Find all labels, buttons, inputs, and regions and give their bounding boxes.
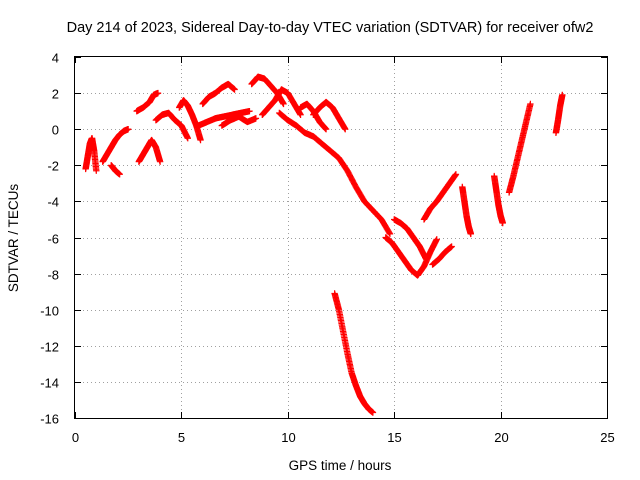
x-tick-label: 25 [600, 430, 614, 445]
series-arc-5h [176, 97, 204, 144]
data-point [467, 230, 475, 238]
data-point [154, 89, 162, 97]
x-tick-label: 10 [281, 430, 295, 445]
x-axis-label: GPS time / hours [289, 458, 392, 473]
series-arc-early-1 [82, 135, 100, 174]
data-point [386, 230, 394, 238]
data-point [156, 158, 164, 165]
y-tick-label: -6 [47, 232, 59, 247]
series-arc-23h [552, 91, 566, 137]
data-point [342, 126, 349, 133]
series-arc-17h [420, 171, 460, 223]
y-tick-label: 4 [52, 51, 59, 66]
data-point [297, 111, 304, 118]
data-point [433, 236, 440, 243]
x-tick-label: 5 [178, 430, 185, 445]
x-tick-label: 20 [494, 430, 508, 445]
data-point [116, 171, 123, 178]
series-arc-plunge [331, 290, 377, 416]
data-point [452, 171, 460, 178]
series-arc-trough [382, 234, 440, 279]
series-arc-4h [152, 109, 191, 142]
series-arc-12h [310, 98, 349, 133]
grid-lines [75, 57, 607, 418]
y-axis-label: SDTVAR / TECUs [6, 184, 21, 293]
series-arc-3h [135, 136, 164, 165]
data-point [231, 86, 238, 93]
data-point [559, 91, 566, 99]
data-point [280, 100, 287, 108]
data-point [184, 135, 191, 142]
data-point [252, 115, 260, 122]
data-point [422, 255, 430, 263]
series-arc-20h [491, 172, 506, 227]
data-point [93, 167, 100, 174]
series-arc-18h [459, 183, 475, 238]
data-point [322, 126, 330, 133]
data-point [125, 126, 132, 133]
series-arc-17h-lower [429, 243, 455, 268]
series-arc-6h [199, 80, 238, 108]
axis-ticks: 0 5 10 15 20 25 -16 -14 -12 -10 -8 -6 -4 -2 0 2 4 [40, 51, 615, 446]
data-point [499, 219, 506, 227]
y-tick-label: -12 [40, 340, 59, 355]
y-tick-label: -16 [40, 412, 59, 427]
series-arc-21h [505, 100, 534, 196]
series-arc-7h [218, 113, 260, 129]
plot-frame [74, 56, 608, 419]
series-arc-early-2 [99, 126, 132, 165]
y-tick-label: -8 [47, 268, 59, 283]
series-arc-descent [276, 109, 394, 238]
data-point [527, 100, 534, 108]
data-point [246, 107, 253, 115]
y-tick-label: 2 [52, 87, 59, 102]
series-arc-9h [259, 86, 304, 118]
y-tick-label: -14 [40, 376, 59, 391]
y-tick-label: -10 [40, 304, 59, 319]
data-points [82, 73, 566, 416]
series-arc-3h-upper [133, 89, 162, 115]
y-tick-label: 0 [52, 123, 59, 138]
data-point [448, 243, 455, 250]
series-arc-16h [391, 216, 430, 263]
series-arc-early-3 [107, 162, 123, 178]
y-tick-label: -2 [47, 159, 59, 174]
y-tick-label: -4 [47, 195, 59, 210]
data-point [197, 136, 204, 144]
x-tick-label: 0 [72, 430, 79, 445]
data-point-interp [386, 229, 393, 237]
x-tick-label: 15 [387, 430, 401, 445]
chart-title: Day 214 of 2023, Sidereal Day-to-day VTE… [67, 20, 594, 36]
data-point [369, 409, 377, 416]
